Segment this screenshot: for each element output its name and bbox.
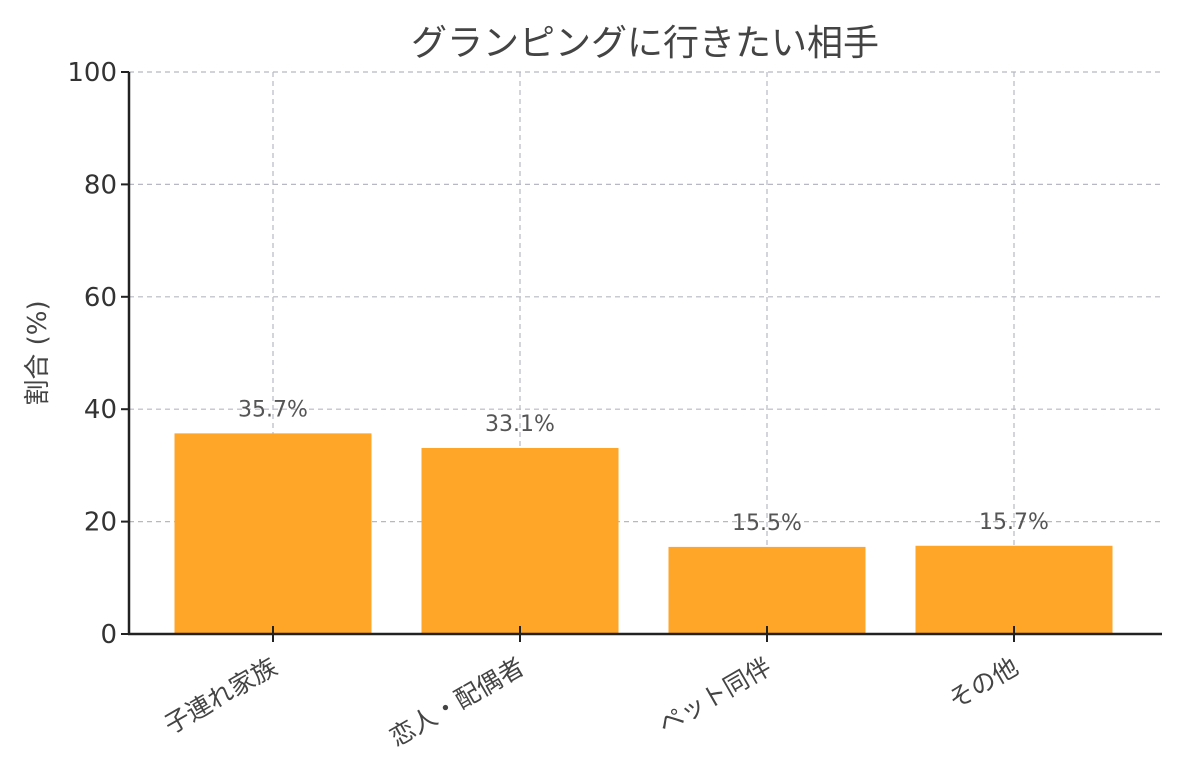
y-tick-label: 0 [100, 620, 117, 650]
y-tick-label: 40 [84, 395, 117, 425]
y-axis-label: 割合 (%) [23, 300, 53, 405]
axes [127, 72, 1162, 636]
y-tick-label: 20 [84, 508, 117, 538]
data-label: 15.5% [732, 511, 802, 536]
y-tick-label: 100 [67, 58, 117, 88]
data-label: 33.1% [485, 412, 555, 437]
bar [668, 546, 866, 634]
bars [174, 433, 1113, 634]
bar [174, 433, 372, 634]
data-label: 15.7% [979, 510, 1049, 535]
data-label: 35.7% [238, 397, 308, 422]
bar [915, 545, 1113, 634]
chart-title: グランピングに行きたい相手 [411, 23, 879, 64]
bar [421, 447, 619, 634]
y-tick-label: 80 [84, 170, 117, 200]
data-labels: 35.7% 33.1% 15.5% 15.7% [238, 397, 1049, 536]
y-tick-label: 60 [84, 283, 117, 313]
